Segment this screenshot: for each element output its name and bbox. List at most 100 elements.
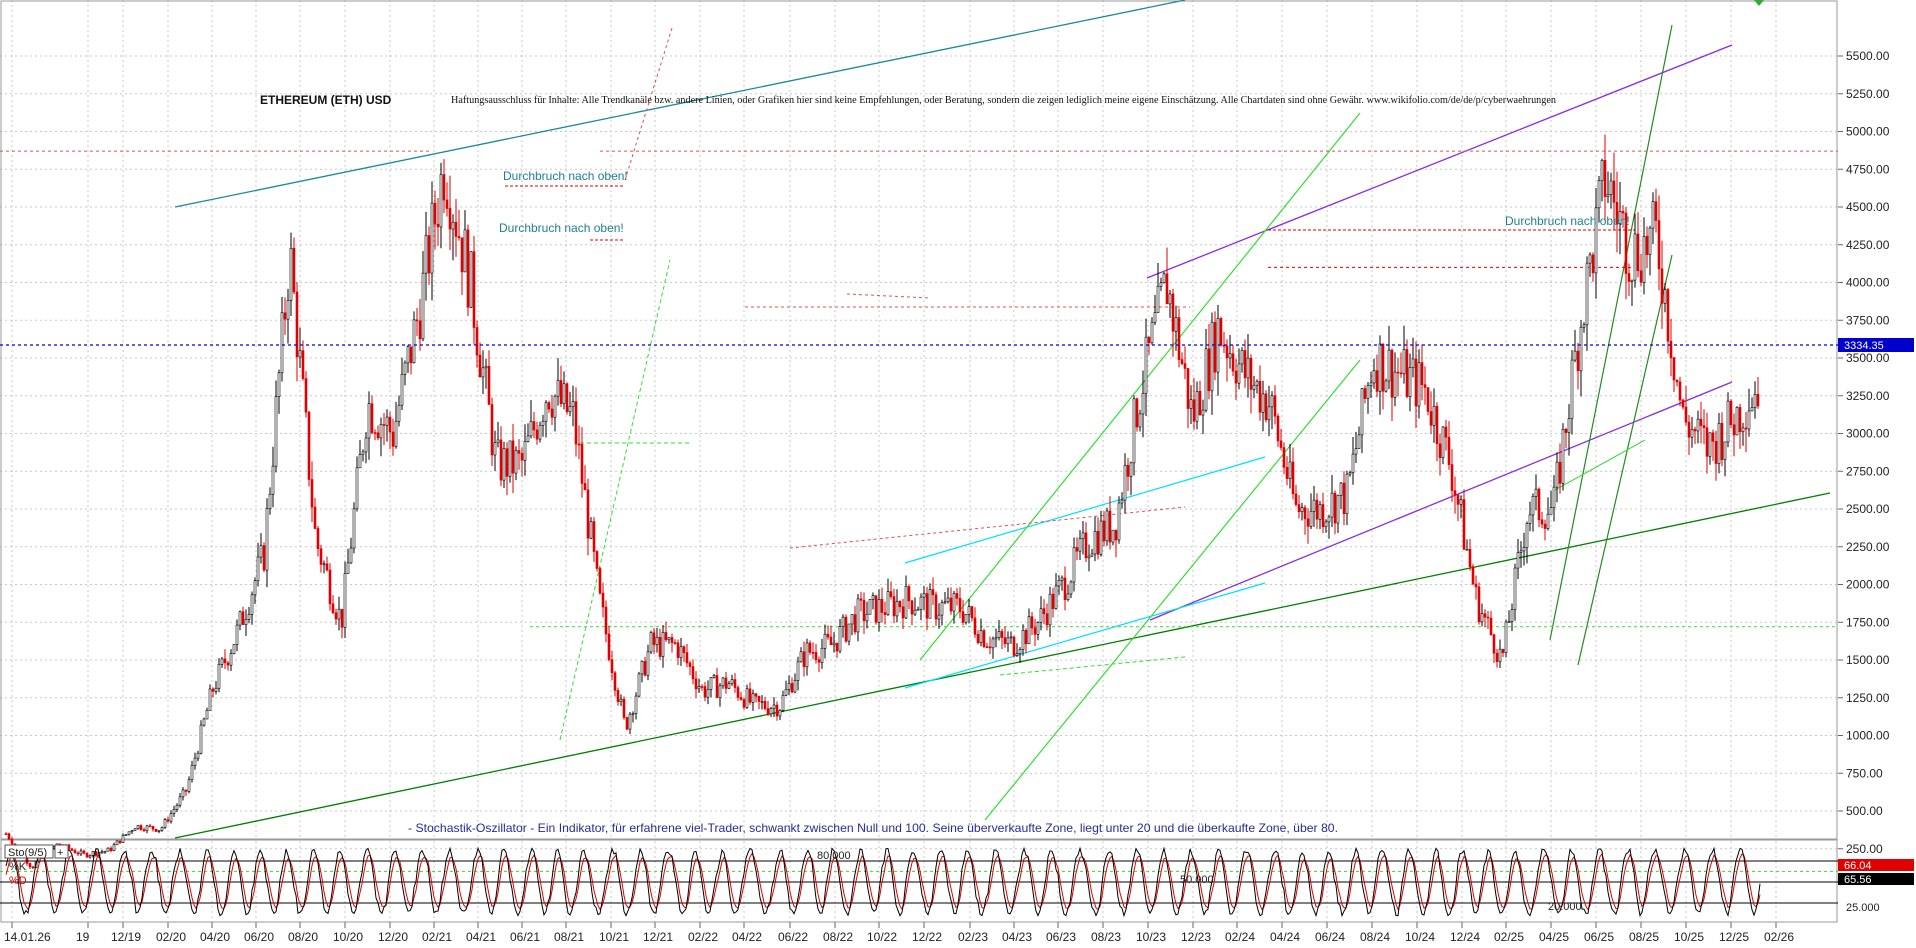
candle-body <box>1189 399 1193 409</box>
candle-body <box>568 406 572 413</box>
candle-body <box>1423 384 1427 388</box>
candle-body <box>499 439 503 481</box>
candle-body <box>943 601 947 604</box>
candle-body <box>1723 441 1727 460</box>
candle-body <box>565 383 569 413</box>
candle-body <box>811 652 815 654</box>
candle-body <box>1687 421 1691 438</box>
candle-body <box>76 852 80 855</box>
candle-body <box>172 809 176 814</box>
candle-body <box>178 796 182 806</box>
candle-body <box>181 789 185 798</box>
candle-body <box>295 291 299 358</box>
candle-body <box>439 174 443 228</box>
y-tick-label: 2250.00 <box>1846 540 1890 554</box>
candle-body <box>1297 504 1301 513</box>
candle-body <box>1249 357 1253 390</box>
x-tick-label: 12/21 <box>643 930 673 944</box>
candle-body <box>1540 519 1544 525</box>
x-tick-label: 08/23 <box>1091 930 1121 944</box>
steep-green-line-1 <box>1549 24 1673 641</box>
candle-body <box>1231 353 1235 372</box>
candle-body <box>652 632 656 645</box>
candle-body <box>445 199 449 209</box>
candle-body <box>301 350 305 379</box>
horizontal-levels <box>0 150 1838 872</box>
candle-body <box>409 346 413 364</box>
candle-body <box>814 652 818 660</box>
candle-body <box>1252 384 1256 390</box>
candle-body <box>448 208 452 230</box>
candle-body <box>853 614 857 633</box>
candle-body <box>1213 322 1217 373</box>
candle-body <box>877 599 881 623</box>
candle-body <box>1081 532 1085 540</box>
candle-body <box>325 563 329 571</box>
candle-body <box>1642 236 1646 283</box>
candle-body <box>1330 492 1334 518</box>
candle-body <box>7 833 11 840</box>
candle-body <box>1120 499 1124 504</box>
candle-body <box>1636 233 1640 272</box>
candle-body <box>322 563 326 566</box>
candle-body <box>805 642 809 668</box>
x-tick-label: 08/22 <box>823 930 853 944</box>
candle-body <box>1180 359 1184 364</box>
candle-body <box>1696 418 1700 432</box>
candle-body <box>1630 279 1634 282</box>
purple-channel-lower-line <box>1149 381 1733 621</box>
steep-green-line-2 <box>1577 254 1673 666</box>
candle-body <box>574 401 578 445</box>
candle-body <box>646 651 650 676</box>
candle-body <box>1726 400 1730 443</box>
y-tick-label: 3500.00 <box>1846 351 1890 365</box>
candle-body <box>922 593 926 598</box>
candle-body <box>1588 254 1592 264</box>
x-tick-label: 06/20 <box>244 930 274 944</box>
candle-body <box>769 708 773 715</box>
candle-body <box>1060 577 1064 581</box>
candle-body <box>1486 616 1490 619</box>
candle-body <box>307 411 311 480</box>
candle-body <box>118 840 122 843</box>
candle-body <box>1471 566 1475 585</box>
candle-body <box>1345 473 1349 515</box>
candle-body <box>532 421 536 431</box>
candle-body <box>1594 207 1598 274</box>
stochastic-oscillator <box>0 846 1838 918</box>
red-dashed-short <box>846 293 931 299</box>
candle-body <box>115 840 119 846</box>
candle-body <box>1309 510 1313 527</box>
candle-body <box>1114 529 1118 541</box>
candle-body <box>433 202 437 225</box>
candle-body <box>184 789 188 792</box>
candle-body <box>148 825 152 828</box>
price-series <box>4 134 1760 870</box>
candle-body <box>259 545 263 558</box>
candle-body <box>208 688 212 711</box>
candle-body <box>1267 406 1271 421</box>
candle-body <box>1645 236 1649 255</box>
candle-body <box>1096 530 1100 555</box>
candle-body <box>370 403 374 433</box>
x-tick-label: 10/20 <box>333 930 363 944</box>
indicator-expand-button[interactable] <box>54 844 69 859</box>
indicator-name-box[interactable] <box>4 844 54 859</box>
candle-body <box>463 229 467 273</box>
candle-body <box>1336 495 1340 524</box>
x-tick-label: 06/21 <box>510 930 540 944</box>
candle-body <box>1075 547 1079 552</box>
candle-body <box>1702 425 1706 428</box>
candle-body <box>1255 381 1259 386</box>
candle-body <box>1681 399 1685 408</box>
candle-body <box>451 221 455 230</box>
candle-body <box>346 562 350 574</box>
candle-body <box>829 636 833 646</box>
candle-body <box>661 632 665 657</box>
candle-body <box>1066 593 1070 600</box>
candle-body <box>1051 593 1055 609</box>
candle-body <box>1468 548 1472 567</box>
candle-body <box>250 594 254 615</box>
candle-body <box>1348 472 1352 475</box>
candle-body <box>778 710 782 717</box>
